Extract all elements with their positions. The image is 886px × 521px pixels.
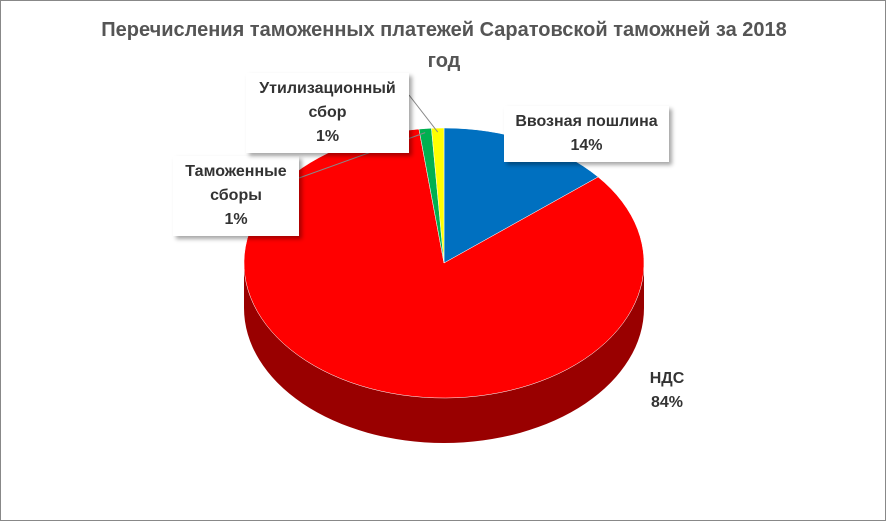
chart-title: Перечисления таможенных платежей Саратов…: [101, 19, 787, 72]
data-label: НДС 84%: [636, 363, 698, 419]
label-name: Таможенные сборы: [185, 163, 287, 204]
leader-line: [408, 94, 439, 133]
label-name: Утилизационный сбор: [259, 80, 396, 121]
slice-side: [244, 263, 644, 443]
label-name: НДС: [649, 370, 685, 387]
data-label: Утилизационный сбор 1%: [246, 73, 409, 153]
label-value: 14%: [570, 137, 603, 154]
data-label: Таможенные сборы 1%: [173, 156, 299, 236]
label-name: Ввозная пошлина: [515, 113, 658, 130]
slice: [431, 127, 445, 264]
label-value: 84%: [650, 394, 684, 411]
label-value: 1%: [224, 211, 248, 228]
label-value: 1%: [315, 128, 340, 145]
data-label: Ввозная пошлина 14%: [504, 106, 669, 162]
